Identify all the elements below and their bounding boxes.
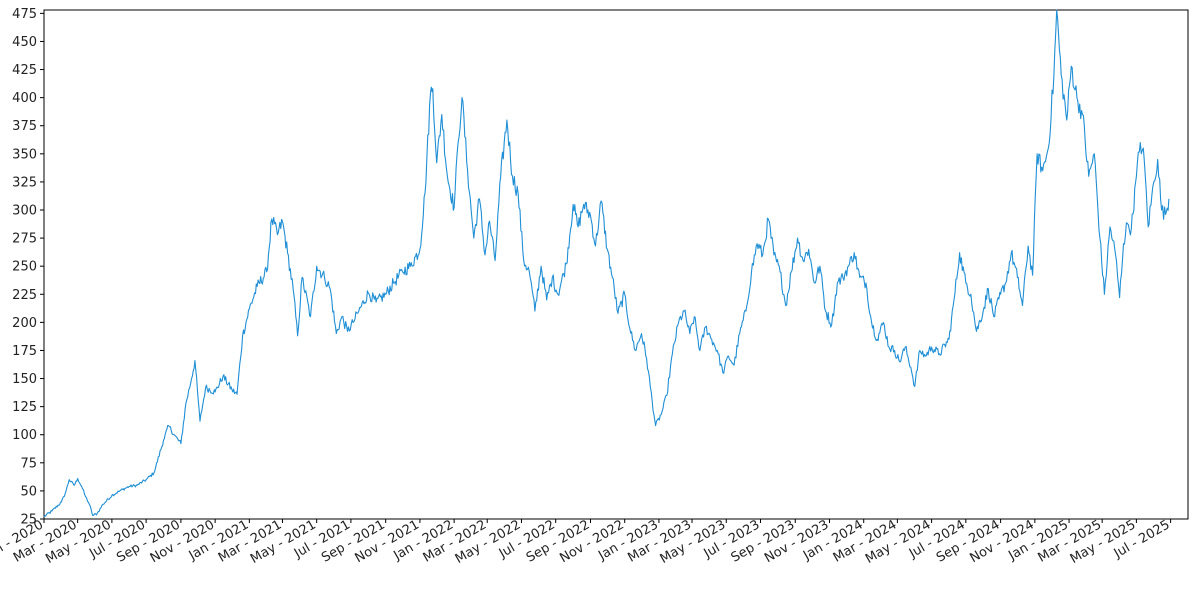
y-tick-label: 250 (12, 260, 37, 275)
y-tick-label: 200 (12, 316, 37, 331)
plot-area-frame (43, 9, 1189, 520)
y-tick-label: 400 (12, 91, 37, 106)
y-tick-label: 450 (12, 35, 37, 50)
y-tick-label: 100 (12, 428, 37, 443)
y-axis: 25 50 75 100 125 150 175 200 225 250 275 300 325 350 3… (12, 7, 44, 528)
y-tick-label: 350 (12, 147, 37, 162)
y-tick-label: 325 (12, 175, 37, 190)
y-tick-label: 25 (20, 513, 37, 528)
series-line (43, 9, 1170, 518)
y-tick-label: 50 (20, 484, 37, 499)
y-tick-label: 175 (12, 344, 37, 359)
y-tick-label: 475 (12, 7, 37, 22)
y-tick-label: 275 (12, 232, 37, 247)
y-tick-label: 125 (12, 400, 37, 415)
y-tick-label: 225 (12, 288, 37, 303)
y-tick-label: 75 (20, 456, 37, 471)
y-tick-label: 300 (12, 204, 37, 219)
y-tick-label: 375 (12, 119, 37, 134)
y-tick-label: 425 (12, 63, 37, 78)
y-tick-label: 150 (12, 372, 37, 387)
